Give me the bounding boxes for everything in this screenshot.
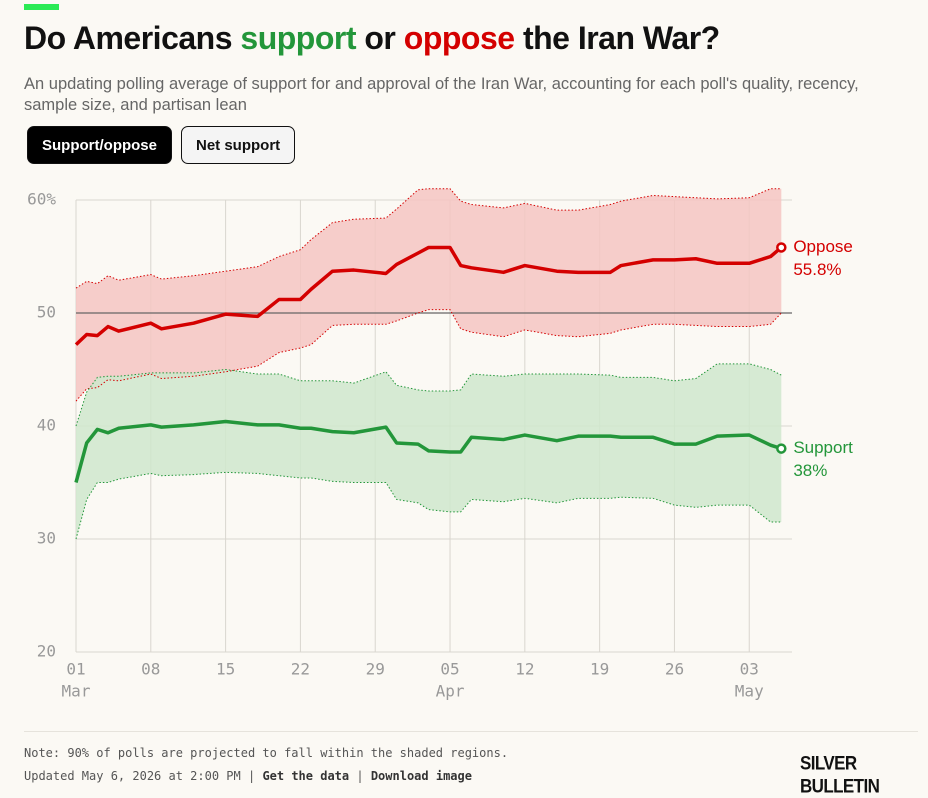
x-tick-label: 08 xyxy=(141,660,160,679)
title-part: the Iran War? xyxy=(514,20,720,56)
title-part: support xyxy=(240,20,356,56)
y-tick-label: 20 xyxy=(37,642,56,661)
y-tick-label: 50 xyxy=(37,303,56,322)
x-tick-label: 12 xyxy=(515,660,534,679)
x-tick-label: 26 xyxy=(665,660,684,679)
x-tick-month: Apr xyxy=(436,682,465,701)
y-tick-label: 60% xyxy=(27,190,56,209)
end-marker xyxy=(776,242,787,253)
x-tick-month: May xyxy=(735,682,764,701)
y-tick-label: 30 xyxy=(37,529,56,548)
x-tick-month: Mar xyxy=(62,682,91,701)
end-marker xyxy=(776,443,787,454)
note: Note: 90% of polls are projected to fall… xyxy=(24,746,509,760)
updated: Updated May 6, 2026 at 2:00 PM xyxy=(24,769,241,783)
x-tick-label: 01 xyxy=(66,660,85,679)
x-tick-label: 15 xyxy=(216,660,235,679)
chart: 20 30 40 50 60% 01 Mar 08 15 22 29 05 Apr 12 19 26 03 May… xyxy=(27,188,853,701)
band-edge xyxy=(75,188,782,289)
link[interactable]: Get the data xyxy=(262,769,350,783)
x-tick-label: 22 xyxy=(291,660,310,679)
title-part: oppose xyxy=(403,20,515,56)
band-edge xyxy=(75,471,782,540)
separator xyxy=(24,731,918,732)
subtitle: An updating polling average of support f… xyxy=(24,75,859,114)
toggle-button[interactable]: Support/oppose xyxy=(27,126,172,164)
toggle-button[interactable]: Net support xyxy=(181,126,296,164)
title-part: or xyxy=(355,20,404,56)
legend-label: Oppose xyxy=(793,237,853,256)
x-tick-label: 05 xyxy=(440,660,459,679)
series-line xyxy=(74,245,783,346)
legend-label: Support xyxy=(793,438,853,457)
chart-title: Do Americans support or oppose the Iran … xyxy=(24,20,720,57)
band-edge xyxy=(75,363,782,427)
x-tick-label: 19 xyxy=(590,660,609,679)
x-tick-label: 29 xyxy=(366,660,385,679)
y-tick-label: 40 xyxy=(37,416,56,435)
brand-logo: SILVER BULLETIN xyxy=(800,752,880,797)
series-line xyxy=(74,419,782,483)
title-part: Do Americans xyxy=(24,20,241,56)
x-tick-label: 03 xyxy=(740,660,759,679)
footer: Updated May 6, 2026 at 2:00 PM | Get the… xyxy=(24,769,472,783)
link[interactable]: Download image xyxy=(370,769,472,783)
uncertainty-band xyxy=(76,188,782,402)
band-edge xyxy=(75,309,782,402)
value-label: 38% xyxy=(793,461,827,480)
value-label: 55.8% xyxy=(793,260,841,279)
accent-bar xyxy=(24,4,59,10)
